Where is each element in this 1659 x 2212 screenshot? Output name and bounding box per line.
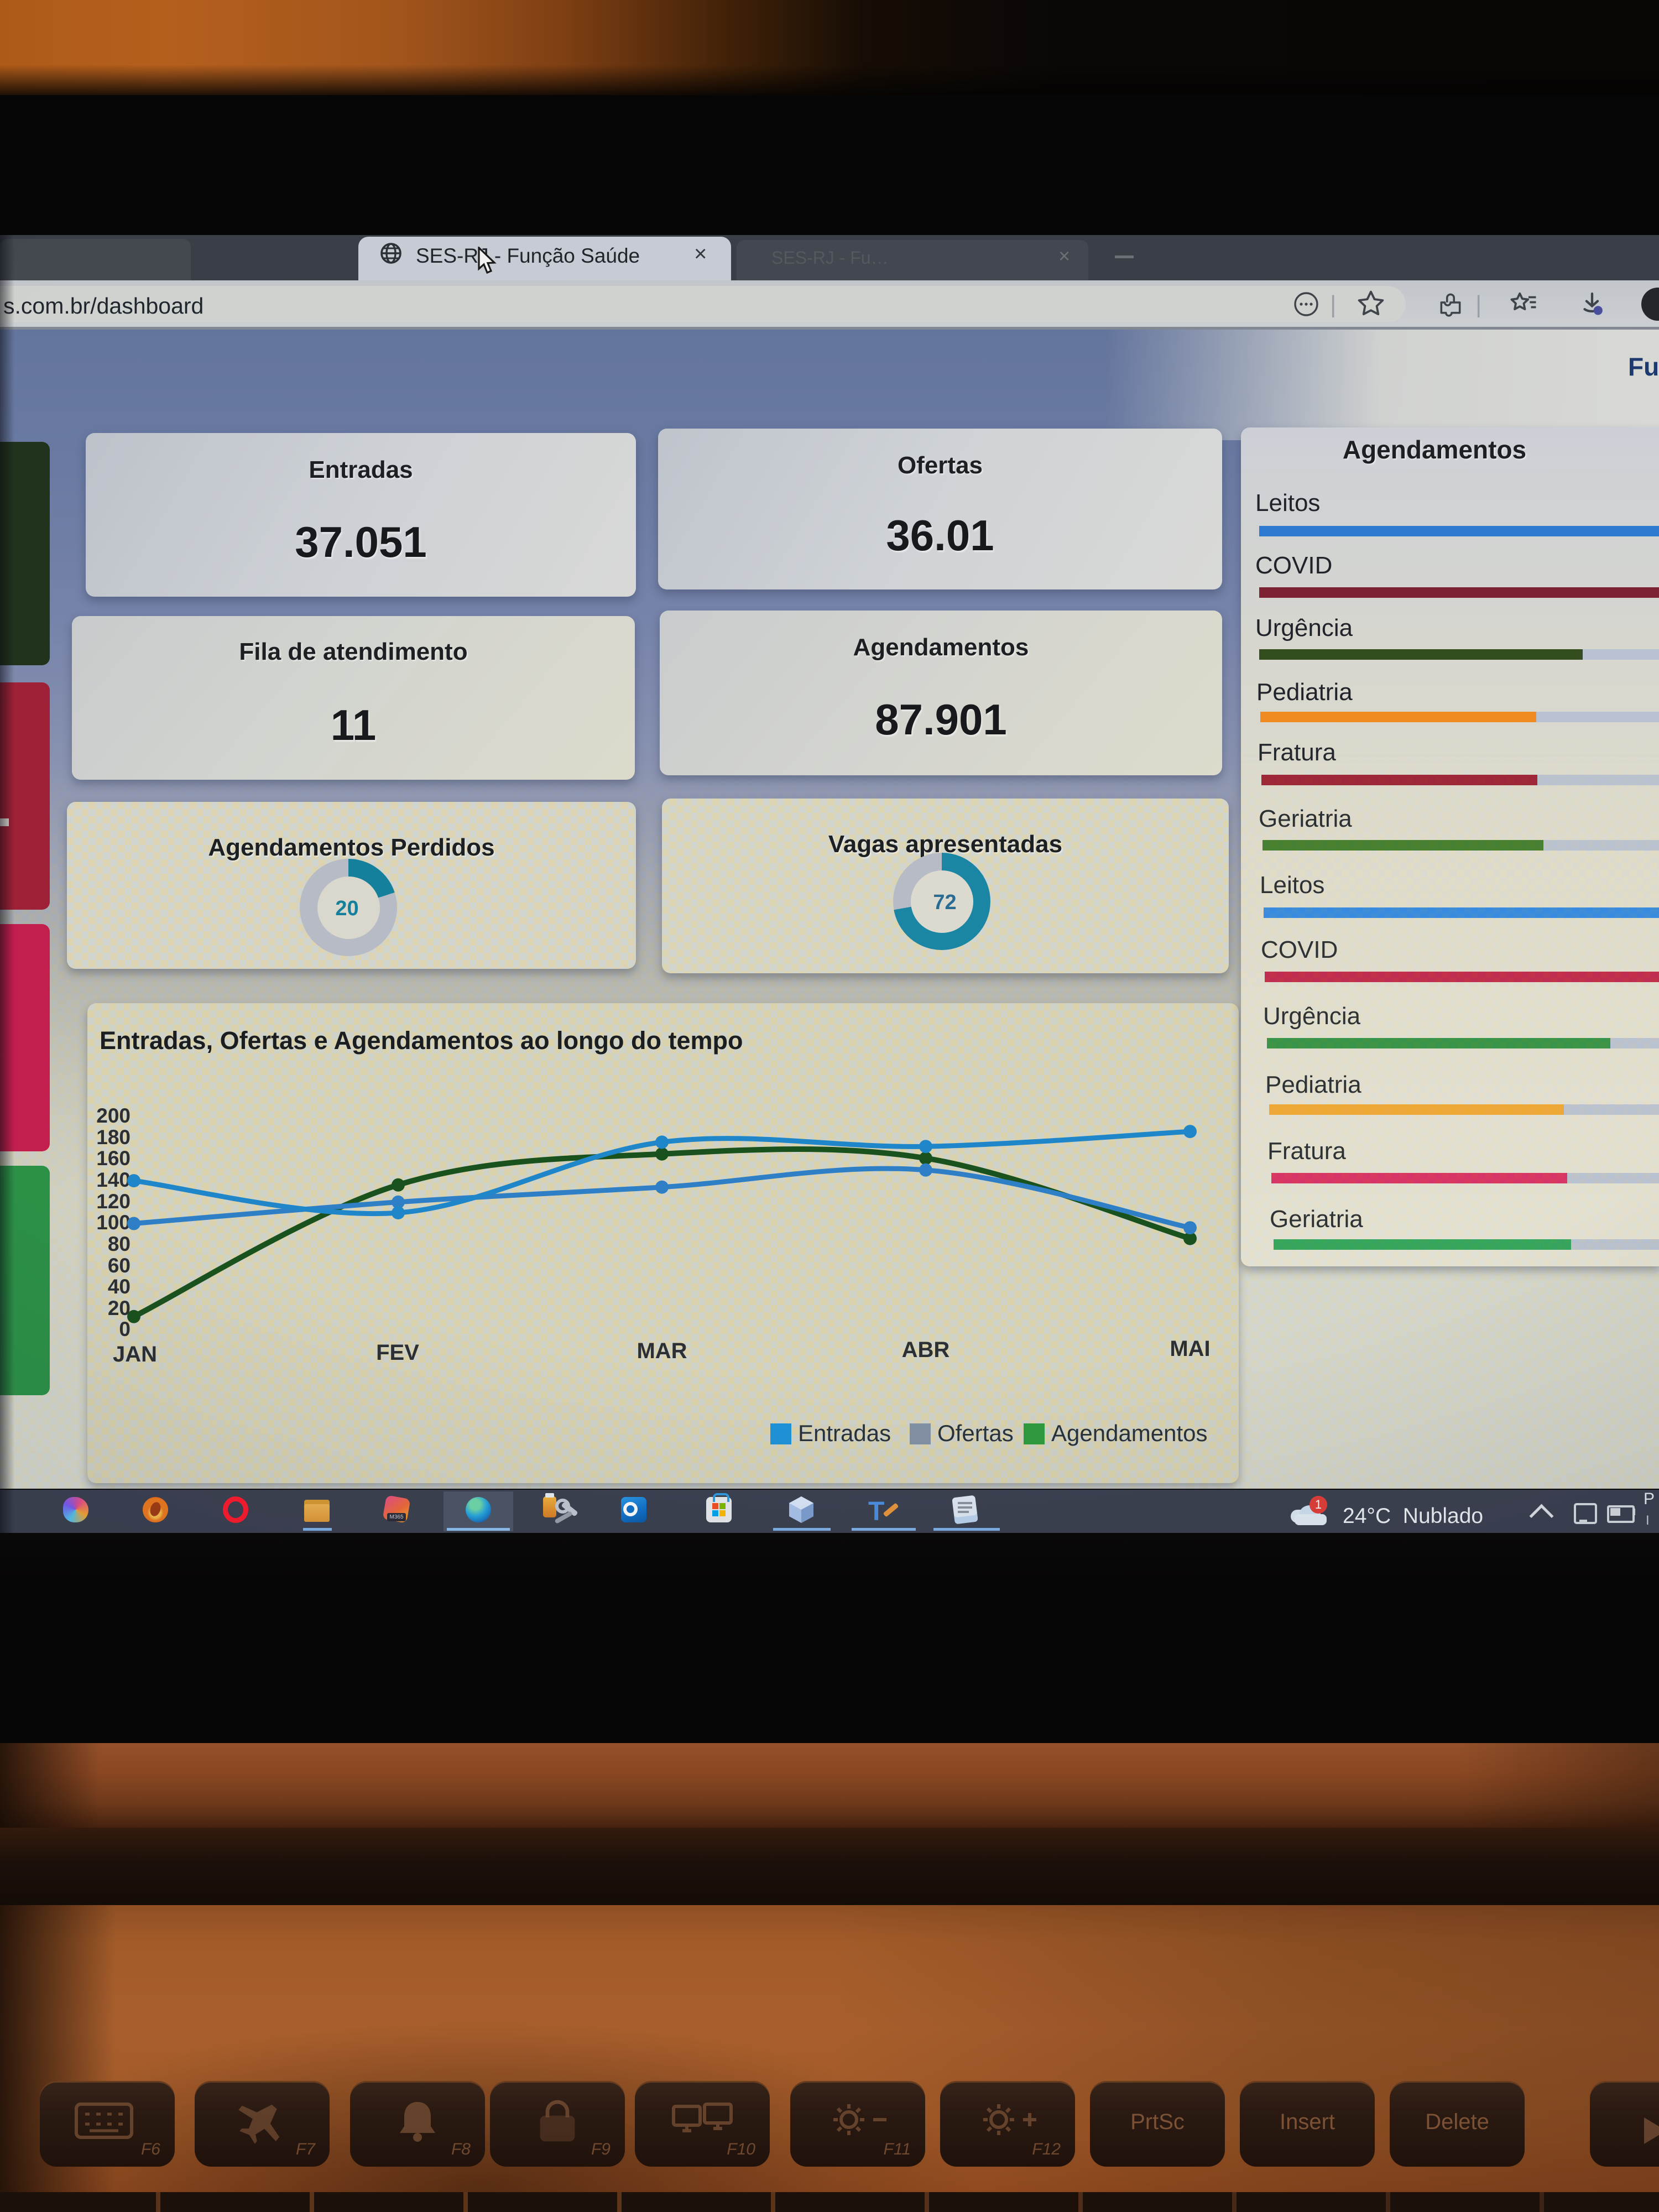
svg-text:MAR: MAR xyxy=(637,1339,687,1363)
svg-text:Ofertas: Ofertas xyxy=(937,1420,1014,1446)
svg-text:ABR: ABR xyxy=(902,1338,950,1362)
svg-text:40: 40 xyxy=(108,1275,131,1298)
svg-text:20: 20 xyxy=(108,1297,131,1319)
svg-text:FEV: FEV xyxy=(376,1340,419,1365)
svg-text:Entradas: Entradas xyxy=(798,1420,891,1446)
svg-text:200: 200 xyxy=(96,1104,131,1127)
svg-text:60: 60 xyxy=(108,1254,131,1277)
svg-text:0: 0 xyxy=(119,1318,131,1340)
svg-text:120: 120 xyxy=(96,1190,131,1213)
svg-text:180: 180 xyxy=(96,1126,131,1149)
svg-text:MAI: MAI xyxy=(1170,1337,1210,1361)
svg-text:160: 160 xyxy=(96,1147,131,1170)
svg-text:140: 140 xyxy=(96,1168,131,1191)
svg-text:100: 100 xyxy=(96,1211,131,1234)
svg-text:Agendamentos: Agendamentos xyxy=(1051,1420,1208,1446)
svg-text:80: 80 xyxy=(108,1233,131,1255)
svg-text:JAN: JAN xyxy=(113,1342,157,1366)
